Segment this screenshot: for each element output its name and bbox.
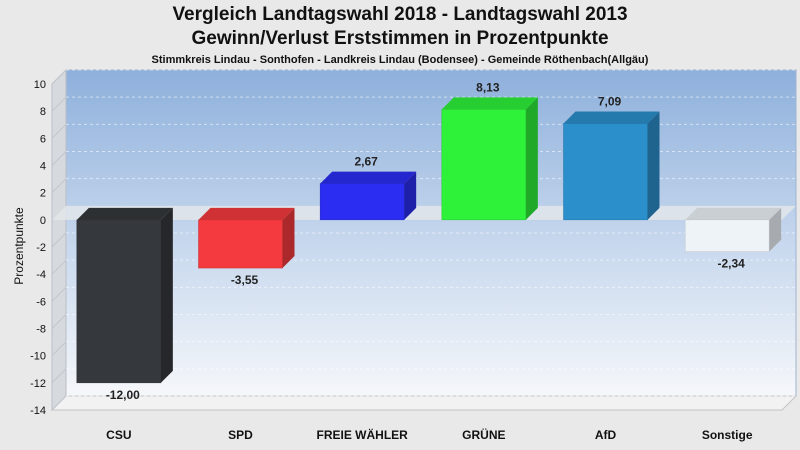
x-category-label: AfD [595,428,617,442]
bar [563,123,648,221]
grid-lines [51,69,796,411]
y-tick-label: 2 [40,188,46,200]
y-tick-label: 8 [40,106,46,118]
y-tick-label: -8 [36,324,46,336]
plot-floor [50,395,798,411]
bar-side [404,171,417,220]
chart-caption: Stimmkreis Lindau - Sonthofen - Landkrei… [151,54,649,66]
bar-top [320,171,417,184]
bar-value-label: -3,55 [231,273,259,287]
x-axis-labels: CSU SPD FREIE WÄHLER GRÜNE AfD Sonstige [106,427,753,442]
x-category-label: GRÜNE [462,427,505,442]
grid-line-side [51,178,67,194]
y-tick-label: 6 [40,133,46,145]
grid-line-side [51,259,67,275]
bar [441,109,527,221]
grid-line-side [51,286,67,302]
grid-line-side [51,314,67,329]
bars: -12,00 -3,55 2,67 8,13 7,09 -2,34 [76,80,782,402]
y-tick-label: -10 [30,351,46,363]
y-tick-label: 10 [34,79,46,91]
y-tick-label: -2 [36,242,46,254]
bar-top [685,207,782,220]
bar [684,219,770,252]
bar-side [769,207,782,252]
bar-side [160,207,173,383]
grid-line-side [51,151,67,166]
y-tick-label: -12 [30,378,46,390]
grid-line-side [51,123,67,139]
bar-top [198,207,295,220]
y-tick-label: -6 [36,296,46,308]
bar-value-label: -12,00 [106,388,140,402]
bar-top [563,111,660,124]
chart-subtitle: Gewinn/Verlust Erststimmen in Prozentpun… [191,28,609,49]
bar-value-label: -2,34 [717,257,745,271]
bar-top [441,97,538,110]
bar-value-label: 2,67 [354,155,378,169]
x-category-label: Sonstige [702,428,753,442]
y-tick-label: 4 [40,161,46,173]
bar-side [647,111,660,220]
y-tick-label: 0 [40,215,46,227]
grid-line-side [51,368,67,384]
grid-line-side [51,69,67,85]
bar-value-label: 8,13 [476,80,500,94]
x-category-label: SPD [228,428,253,442]
bar-side [282,207,295,269]
grid-line-side [51,232,67,248]
bar [319,183,405,221]
grid-line-side [51,395,67,411]
bar-top [76,207,173,220]
y-tick-label: -4 [36,269,46,281]
x-category-label: CSU [106,428,131,442]
chart-title: Vergleich Landtagswahl 2018 - Landtagswa… [172,4,628,25]
bar-value-label: 7,09 [598,95,622,109]
bar-side [525,97,538,220]
grid-line-side [51,341,67,357]
y-tick-label: -14 [30,405,46,417]
x-category-label: FREIE WÄHLER [316,427,408,442]
grid-line-side [51,96,67,112]
bar [198,219,283,269]
y-axis-ticks: 10 8 6 4 2 0 -2 -4 -6 -8 -10 -12 -14 [30,79,46,417]
bar [76,219,162,384]
